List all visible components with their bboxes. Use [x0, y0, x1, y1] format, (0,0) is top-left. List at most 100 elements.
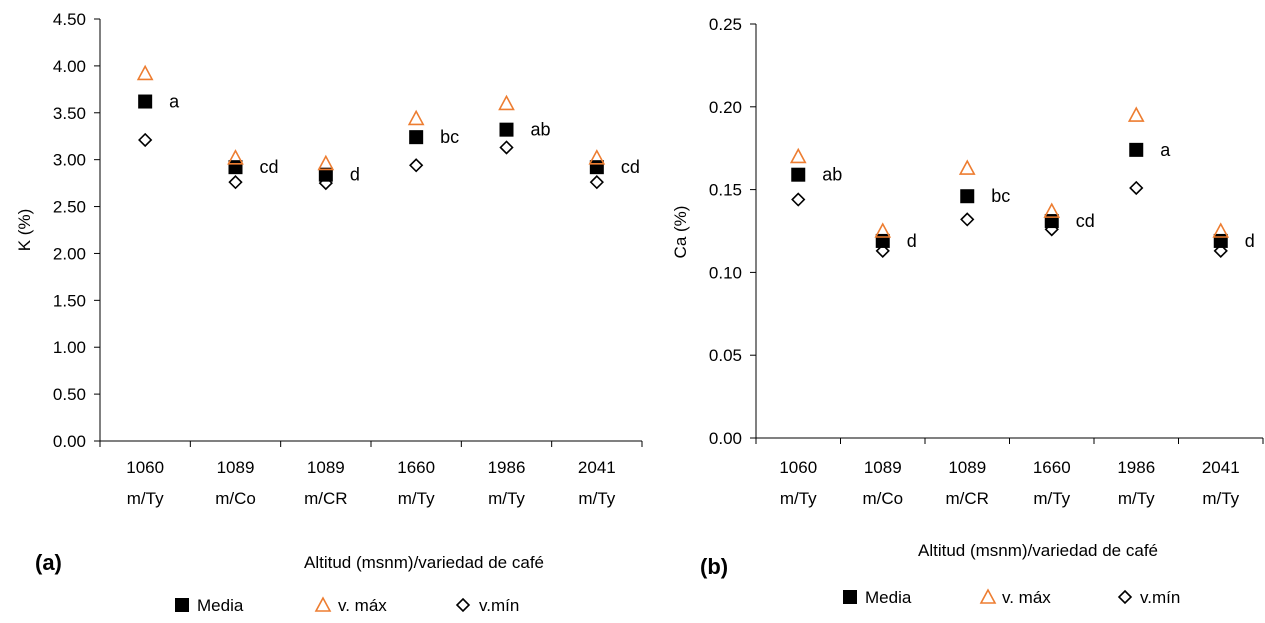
significance-label: ab — [822, 165, 842, 185]
data-point-media — [228, 160, 243, 175]
y-tick-label: 0.50 — [53, 385, 86, 404]
data-point-media — [409, 130, 424, 145]
significance-label: a — [1160, 140, 1171, 160]
legend-marker-min — [1117, 589, 1133, 605]
data-point-media — [1129, 142, 1144, 157]
data-point-max — [317, 154, 335, 171]
data-point-max — [588, 149, 606, 165]
x-tick-label: m/Ty — [398, 489, 435, 508]
data-point-max — [958, 159, 976, 175]
y-tick-label: 0.25 — [709, 15, 742, 34]
data-point-min — [791, 192, 806, 207]
y-tick-label: 0.00 — [709, 429, 742, 448]
y-tick-label: 0.10 — [709, 263, 742, 282]
chart-panel-b: 0.00 0.05 0.10 0.15 0.20 0.25 1060 m/Ty 1089 m/Co… — [671, 15, 1264, 607]
x-axis-title: Altitud (msnm)/variedad de café — [918, 541, 1158, 560]
y-axis-title: Ca (%) — [671, 206, 690, 259]
x-tick-label: m/Ty — [578, 489, 615, 508]
data-point-media — [875, 233, 890, 248]
data-point-min — [589, 175, 604, 190]
y-tick-label: 4.50 — [53, 10, 86, 29]
y-tick-label: 0.15 — [709, 181, 742, 200]
x-tick-label: m/Ty — [127, 489, 164, 508]
x-tick-label: m/CR — [304, 489, 347, 508]
legend-label-max: v. máx — [1002, 588, 1051, 607]
significance-label: cd — [621, 157, 640, 177]
data-point-media — [791, 167, 806, 182]
y-tick-label: 3.00 — [53, 151, 86, 170]
data-point-min — [138, 132, 153, 148]
y-tick-label: 4.00 — [53, 57, 86, 76]
legend-marker-max — [314, 596, 332, 612]
data-point-max — [789, 147, 807, 164]
panel-label: (a) — [35, 550, 62, 575]
y-tick-label: 3.50 — [53, 104, 86, 123]
data-point-media — [499, 122, 514, 137]
x-tick-label: 1660 — [1033, 458, 1071, 477]
legend-label-max: v. máx — [338, 596, 387, 615]
data-point-max — [227, 149, 244, 165]
x-tick-label: 1060 — [779, 458, 817, 477]
legend-marker-min — [455, 597, 471, 613]
significance-label: ab — [531, 120, 551, 140]
legend-label-media: Media — [197, 596, 244, 615]
panel-label: (b) — [700, 554, 728, 579]
data-point-max — [136, 64, 154, 81]
data-point-media — [1044, 214, 1059, 229]
x-axis-title: Altitud (msnm)/variedad de café — [304, 553, 544, 572]
significance-label: a — [169, 92, 180, 112]
significance-label: d — [907, 231, 917, 251]
data-point-media — [1213, 233, 1228, 248]
significance-label: d — [1245, 231, 1255, 251]
x-tick-label: m/Ty — [780, 489, 817, 508]
data-point-media — [960, 189, 975, 204]
y-tick-label: 0.20 — [709, 98, 742, 117]
x-tick-label: 1660 — [397, 458, 435, 477]
data-point-max — [874, 222, 892, 238]
x-tick-label: m/Co — [862, 489, 903, 508]
x-tick-label: m/Co — [215, 489, 256, 508]
y-tick-label: 0.00 — [53, 432, 86, 451]
x-tick-label: 2041 — [578, 458, 616, 477]
y-tick-label: 2.50 — [53, 198, 86, 217]
x-tick-label: 1986 — [1117, 458, 1155, 477]
x-tick-label: 1060 — [126, 458, 164, 477]
data-point-max — [1212, 222, 1230, 238]
y-tick-label: 1.50 — [53, 291, 86, 310]
data-point-max — [1127, 106, 1145, 122]
x-tick-label: 1089 — [307, 458, 345, 477]
legend-marker-max — [979, 588, 997, 604]
legend-label-media: Media — [865, 588, 912, 607]
x-tick-label: m/Ty — [1202, 489, 1239, 508]
data-point-media — [589, 160, 604, 175]
y-tick-label: 0.05 — [709, 346, 742, 365]
significance-label: cd — [1076, 211, 1095, 231]
data-point-media — [318, 167, 333, 182]
significance-label: d — [350, 165, 360, 185]
x-tick-label: 1089 — [864, 458, 902, 477]
data-point-min — [409, 158, 424, 173]
data-point-min — [228, 175, 243, 190]
significance-label: bc — [991, 186, 1010, 206]
legend-marker-media — [843, 590, 857, 604]
x-tick-label: 1089 — [948, 458, 986, 477]
legend-label-min: v.mín — [479, 596, 519, 615]
x-tick-label: m/CR — [946, 489, 989, 508]
significance-label: bc — [440, 127, 459, 147]
y-tick-label: 2.00 — [53, 244, 86, 263]
x-tick-label: m/Ty — [1118, 489, 1155, 508]
data-point-min — [499, 140, 514, 155]
legend-label-min: v.mín — [1140, 588, 1180, 607]
significance-label: cd — [260, 157, 279, 177]
data-point-max — [407, 109, 425, 126]
x-tick-label: m/Ty — [488, 489, 525, 508]
y-axis-title: K (%) — [15, 209, 34, 252]
data-point-max — [498, 94, 515, 111]
x-tick-label: 2041 — [1202, 458, 1240, 477]
x-tick-label: 1986 — [488, 458, 526, 477]
data-point-min — [960, 212, 975, 227]
legend-marker-media — [175, 598, 189, 612]
data-point-max — [1043, 202, 1061, 218]
x-tick-label: m/Ty — [1033, 489, 1070, 508]
